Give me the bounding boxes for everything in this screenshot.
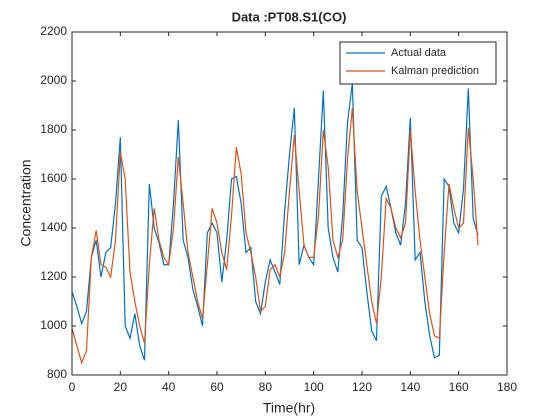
y-tick-label: 1600	[40, 171, 67, 185]
y-tick-label: 1400	[40, 220, 67, 234]
x-tick-label: 60	[210, 380, 224, 394]
data-line	[71, 107, 479, 365]
legend-label: Kalman prediction	[391, 65, 479, 77]
x-tick-label: 40	[162, 380, 176, 394]
x-tick-label: 160	[449, 380, 469, 394]
y-tick-label: 1000	[40, 318, 67, 332]
x-axis-label: Time(hr)	[263, 400, 315, 416]
x-tick-label: 120	[352, 380, 372, 394]
x-tick-label: 20	[114, 380, 128, 394]
data-line	[71, 83, 479, 361]
x-tick-label: 100	[304, 380, 324, 394]
y-tick-label: 1800	[40, 122, 67, 136]
x-tick-label: 180	[497, 380, 517, 394]
legend-label: Actual data	[391, 47, 447, 59]
y-axis-label: Concentration	[18, 159, 34, 246]
x-tick-label: 0	[69, 380, 76, 394]
x-tick-label: 80	[259, 380, 273, 394]
y-tick-label: 2000	[40, 73, 67, 87]
y-tick-label: 1200	[40, 269, 67, 283]
y-tick-label: 2200	[40, 24, 67, 38]
chart-title: Data :PT08.S1(CO)	[232, 9, 347, 24]
axes-box	[71, 31, 508, 376]
x-tick-label: 140	[400, 380, 420, 394]
y-tick-label: 800	[47, 367, 67, 381]
legend-box	[339, 41, 497, 85]
